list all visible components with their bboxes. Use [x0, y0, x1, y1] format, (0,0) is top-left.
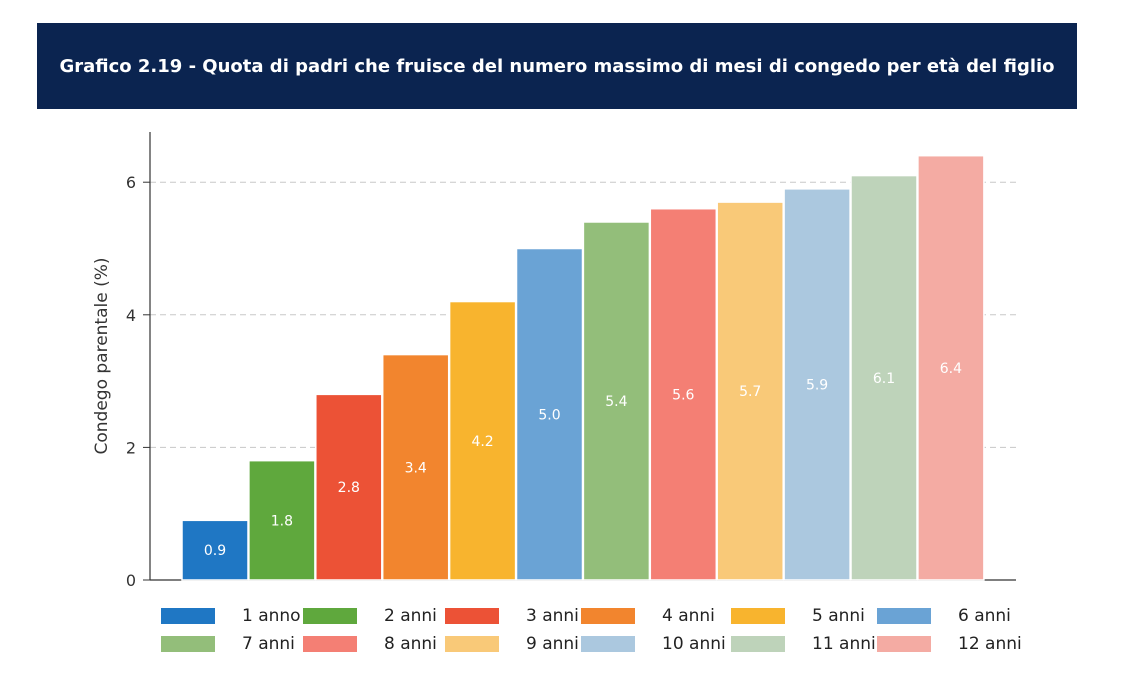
- legend-item: 1 anno: [160, 606, 301, 626]
- legend-label: 12 anni: [958, 634, 1022, 654]
- legend-swatch: [160, 635, 216, 653]
- legend-swatch: [730, 635, 786, 653]
- y-axis-label: Condego parentale (%): [92, 257, 112, 454]
- legend-label: 10 anni: [662, 634, 726, 654]
- bar: [582, 221, 651, 581]
- legend-item: 2 anni: [302, 606, 437, 626]
- y-tick-label: 2: [126, 438, 136, 457]
- bar-value-label: 5.9: [806, 377, 828, 393]
- bar-value-label: 5.6: [672, 387, 694, 403]
- bar: [783, 188, 851, 581]
- bar: [850, 174, 918, 581]
- bar: [248, 459, 316, 581]
- legend-swatch: [444, 635, 500, 653]
- legend-item: 5 anni: [730, 606, 865, 626]
- bar-value-label: 5.4: [605, 394, 627, 410]
- legend-label: 8 anni: [384, 634, 437, 654]
- bar: [649, 207, 718, 581]
- legend-label: 7 anni: [242, 634, 295, 654]
- legend-swatch: [302, 607, 358, 625]
- bar-value-label: 3.4: [405, 460, 427, 476]
- legend-swatch: [444, 607, 500, 625]
- bar: [181, 519, 249, 581]
- bar: [917, 154, 985, 581]
- legend-label: 6 anni: [958, 606, 1011, 626]
- legend-item: 4 anni: [580, 606, 715, 626]
- bar-value-label: 5.0: [538, 407, 560, 423]
- legend-swatch: [876, 635, 932, 653]
- chart-title: Grafico 2.19 - Quota di padri che fruisc…: [59, 55, 1055, 77]
- bar-value-label: 6.1: [873, 371, 895, 387]
- legend-item: 11 anni: [730, 634, 876, 654]
- legend-swatch: [580, 635, 636, 653]
- legend-item: 6 anni: [876, 606, 1011, 626]
- legend-label: 11 anni: [812, 634, 876, 654]
- bar: [381, 353, 450, 581]
- bar-value-label: 4.2: [471, 434, 493, 450]
- y-tick-label: 6: [126, 173, 136, 192]
- legend-swatch: [876, 607, 932, 625]
- legend-item: 9 anni: [444, 634, 579, 654]
- legend-label: 5 anni: [812, 606, 865, 626]
- bar-value-label: 2.8: [338, 480, 360, 496]
- legend-swatch: [160, 607, 216, 625]
- legend-item: 3 anni: [444, 606, 579, 626]
- legend-item: 10 anni: [580, 634, 726, 654]
- legend-item: 12 anni: [876, 634, 1022, 654]
- bar-chart: 0 2 4 6 Condego parentale (%) 0.9 1.8 2.8 3.4 4.2…: [92, 132, 1016, 590]
- legend-swatch: [730, 607, 786, 625]
- legend-item: 8 anni: [302, 634, 437, 654]
- legend-swatch: [302, 635, 358, 653]
- legend-label: 2 anni: [384, 606, 437, 626]
- bar-value-label: 1.8: [271, 513, 293, 529]
- legend-label: 4 anni: [662, 606, 715, 626]
- bar: [315, 393, 383, 581]
- legend-swatch: [580, 607, 636, 625]
- y-tick-label: 0: [126, 571, 136, 590]
- legend-label: 1 anno: [242, 606, 301, 626]
- legend-label: 3 anni: [526, 606, 579, 626]
- title-banner: Grafico 2.19 - Quota di padri che fruisc…: [37, 23, 1077, 109]
- y-tick-label: 4: [126, 306, 136, 325]
- legend-item: 7 anni: [160, 634, 295, 654]
- legend-label: 9 anni: [526, 634, 579, 654]
- bar-value-label: 6.4: [940, 361, 962, 377]
- bar-value-label: 0.9: [204, 543, 226, 559]
- bar: [716, 201, 784, 581]
- bar-value-label: 5.7: [739, 384, 761, 400]
- bar: [448, 300, 517, 581]
- bar: [515, 247, 584, 581]
